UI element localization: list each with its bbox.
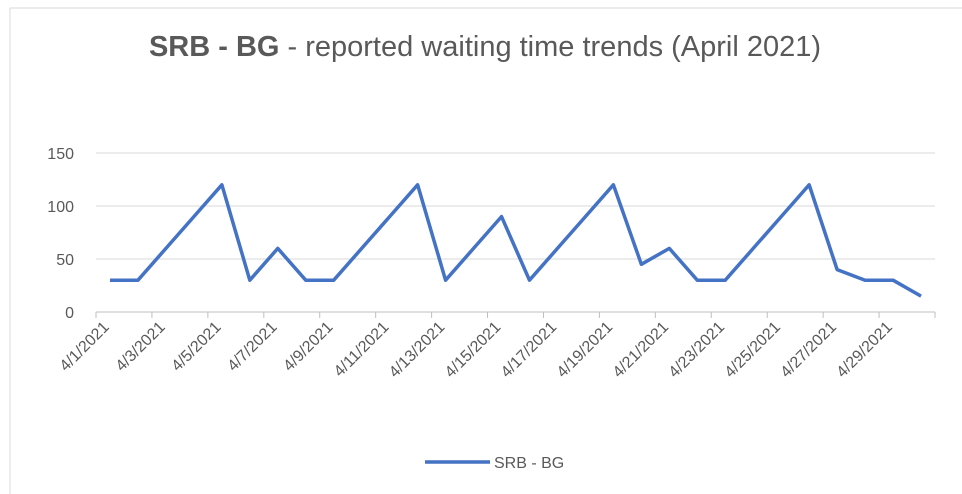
x-tick-label: 4/5/2021 xyxy=(169,319,225,375)
x-tick-label: 4/19/2021 xyxy=(554,319,616,381)
x-tick-label: 4/13/2021 xyxy=(386,319,448,381)
x-tick-label: 4/27/2021 xyxy=(778,319,840,381)
x-tick-label: 4/25/2021 xyxy=(722,319,784,381)
y-tick-label: 50 xyxy=(56,252,74,269)
legend-label: SRB - BG xyxy=(494,455,564,472)
x-tick-label: 4/17/2021 xyxy=(498,319,560,381)
x-tick-label: 4/7/2021 xyxy=(225,319,281,375)
y-tick-label: 150 xyxy=(47,146,74,163)
title-bold: SRB - BG xyxy=(148,31,280,63)
y-tick-label: 0 xyxy=(65,305,74,322)
x-tick-label: 4/11/2021 xyxy=(331,319,393,381)
title-rest: - reported waiting time trends (April 20… xyxy=(287,31,822,63)
chart-title: SRB - BG - reported waiting time trends … xyxy=(110,24,860,71)
x-tick-label: 4/1/2021 xyxy=(57,319,113,375)
x-tick-label: 4/3/2021 xyxy=(113,319,169,375)
y-tick-label: 100 xyxy=(47,199,74,216)
x-tick-label: 4/29/2021 xyxy=(834,319,896,381)
line-series xyxy=(109,183,922,298)
x-tick-label: 4/15/2021 xyxy=(442,319,504,381)
x-tick-label: 4/9/2021 xyxy=(280,319,336,375)
x-tick-label: 4/23/2021 xyxy=(666,319,728,381)
x-tick-label: 4/21/2021 xyxy=(610,319,672,381)
